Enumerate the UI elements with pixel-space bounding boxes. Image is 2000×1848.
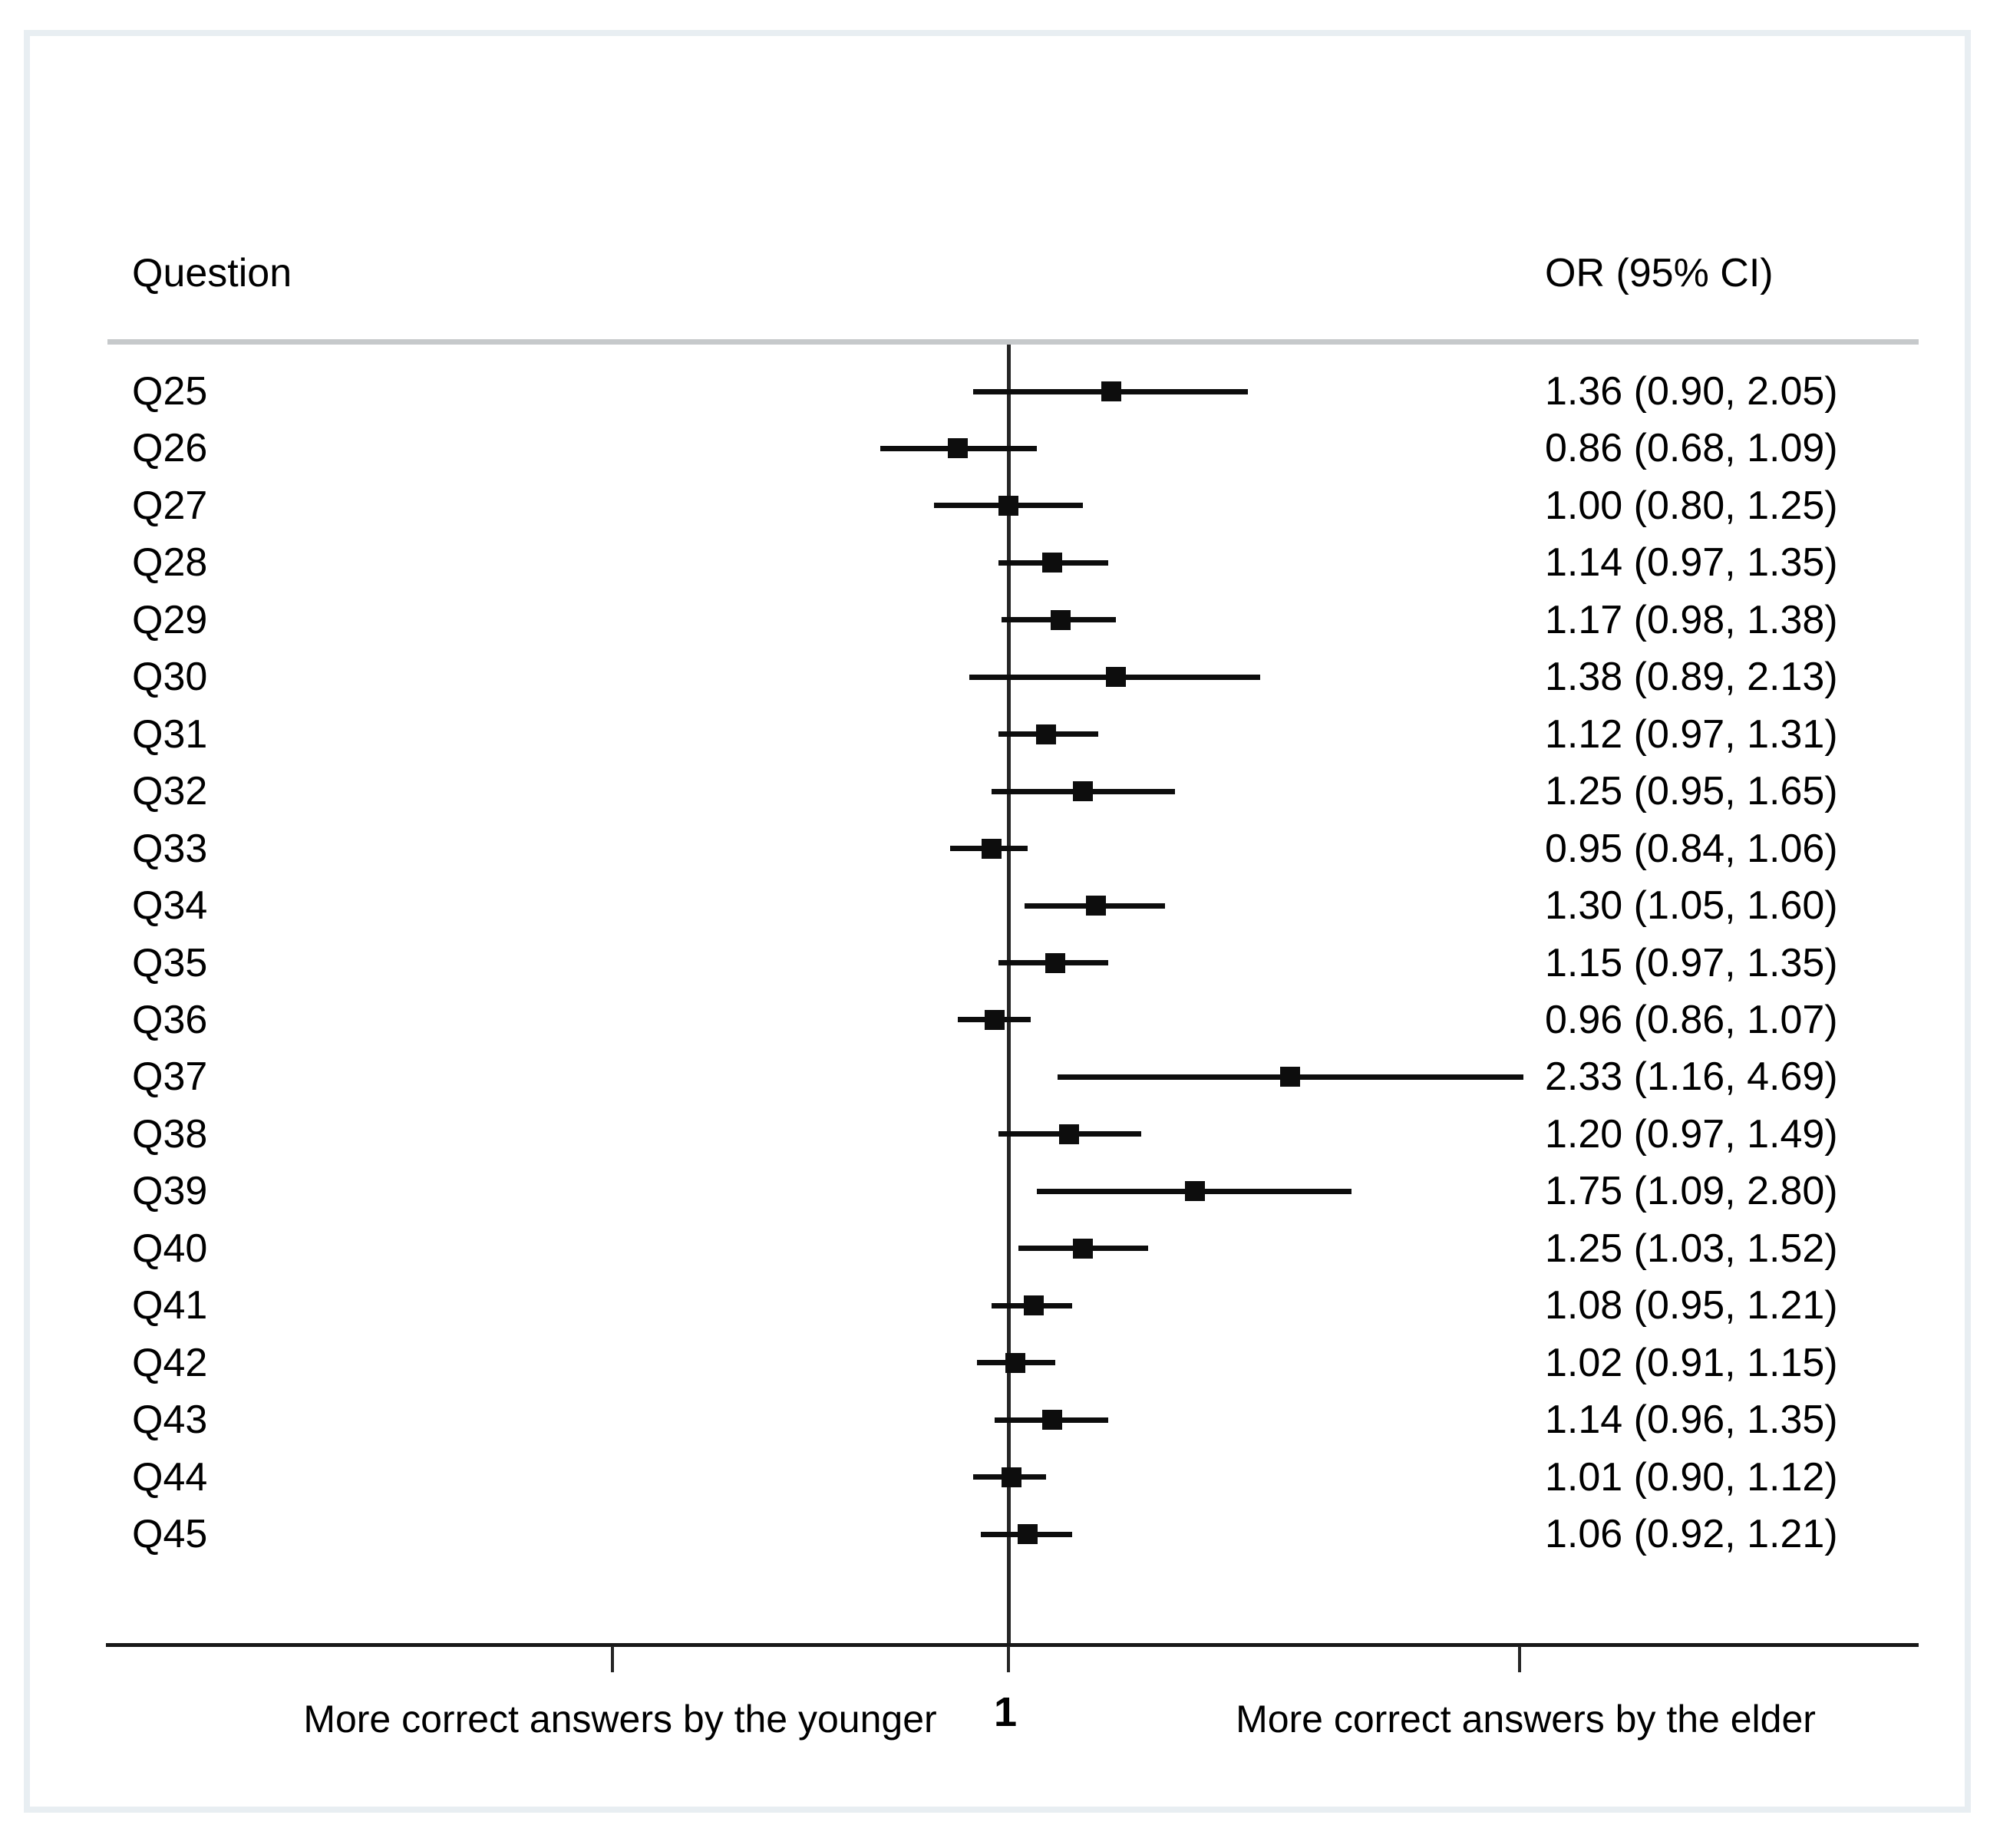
row-or-ci-value: 1.14 (0.97, 1.35) [1545,540,1838,586]
x-axis-line [106,1643,1919,1647]
odds-ratio-point-marker [1101,381,1121,401]
odds-ratio-point-marker [1072,1238,1093,1259]
row-question-label: Q34 [132,883,208,929]
row-question-label: Q29 [132,597,208,642]
row-question-label: Q44 [132,1454,208,1500]
question-column-header: Question [132,251,292,295]
x-axis-tick [1517,1646,1521,1672]
row-question-label: Q35 [132,940,208,985]
row-or-ci-value: 1.02 (0.91, 1.15) [1545,1340,1838,1385]
row-question-label: Q36 [132,997,208,1042]
odds-ratio-point-marker [1002,1467,1022,1487]
odds-ratio-point-marker [1105,667,1126,688]
odds-ratio-point-marker [1045,952,1065,973]
row-or-ci-value: 1.12 (0.97, 1.31) [1545,711,1838,757]
odds-ratio-point-marker [1041,553,1062,573]
row-or-ci-value: 0.95 (0.84, 1.06) [1545,826,1838,871]
row-question-label: Q37 [132,1054,208,1100]
row-or-ci-value: 1.15 (0.97, 1.35) [1545,940,1838,985]
row-question-label: Q31 [132,711,208,757]
odds-ratio-point-marker [1018,1524,1038,1544]
row-or-ci-value: 0.96 (0.86, 1.07) [1545,997,1838,1042]
row-question-label: Q33 [132,826,208,871]
row-or-ci-value: 1.38 (0.89, 2.13) [1545,655,1838,700]
row-or-ci-value: 1.36 (0.90, 2.05) [1545,369,1838,414]
odds-ratio-point-marker [1072,781,1093,802]
odds-ratio-point-marker [1185,1181,1206,1202]
odds-ratio-point-marker [985,1009,1005,1030]
row-or-ci-value: 0.86 (0.68, 1.09) [1545,426,1838,471]
figure-border-frame [24,30,1971,1813]
odds-ratio-point-marker [1051,609,1071,630]
row-or-ci-value: 1.25 (0.95, 1.65) [1545,769,1838,814]
x-axis-tick [1007,1646,1010,1672]
odds-ratio-point-marker [998,495,1018,516]
odds-ratio-point-marker [1041,1410,1062,1431]
row-question-label: Q26 [132,426,208,471]
header-separator-line [107,339,1919,345]
row-or-ci-value: 1.00 (0.80, 1.25) [1545,483,1838,528]
odds-ratio-point-marker [1059,1124,1080,1144]
row-question-label: Q38 [132,1111,208,1157]
row-question-label: Q28 [132,540,208,586]
odds-ratio-point-marker [1005,1352,1025,1373]
row-question-label: Q30 [132,655,208,700]
odds-ratio-point-marker [1024,1295,1045,1316]
row-question-label: Q43 [132,1398,208,1443]
x-axis-tick [611,1646,615,1672]
row-or-ci-value: 1.75 (1.09, 2.80) [1545,1169,1838,1214]
row-question-label: Q27 [132,483,208,528]
odds-ratio-point-marker [1280,1067,1301,1087]
row-question-label: Q39 [132,1169,208,1214]
axis-reference-tick-label: 1 [993,1689,1018,1735]
row-or-ci-value: 2.33 (1.16, 4.69) [1545,1054,1838,1100]
row-or-ci-value: 1.06 (0.92, 1.21) [1545,1512,1838,1556]
row-or-ci-value: 1.14 (0.96, 1.35) [1545,1398,1838,1443]
row-or-ci-value: 1.20 (0.97, 1.49) [1545,1111,1838,1157]
row-or-ci-value: 1.17 (0.98, 1.38) [1545,597,1838,642]
row-question-label: Q41 [132,1283,208,1328]
row-or-ci-value: 1.25 (1.03, 1.52) [1545,1226,1838,1271]
row-or-ci-value: 1.01 (0.90, 1.12) [1545,1454,1838,1500]
odds-ratio-point-marker [1036,724,1057,744]
or-ci-column-header: OR (95% CI) [1545,251,1774,295]
row-question-label: Q32 [132,769,208,814]
reference-line-or-1 [1006,345,1011,1645]
odds-ratio-point-marker [948,438,969,459]
row-question-label: Q25 [132,369,208,414]
row-question-label: Q40 [132,1226,208,1271]
row-question-label: Q42 [132,1340,208,1385]
row-or-ci-value: 1.08 (0.95, 1.21) [1545,1283,1838,1328]
odds-ratio-point-marker [981,838,1002,859]
row-question-label: Q45 [132,1512,208,1556]
odds-ratio-point-marker [1085,896,1106,916]
row-or-ci-value: 1.30 (1.05, 1.60) [1545,883,1838,929]
axis-direction-label-younger: More correct answers by the younger [303,1698,937,1741]
axis-direction-label-elder: More correct answers by the elder [1236,1698,1816,1741]
